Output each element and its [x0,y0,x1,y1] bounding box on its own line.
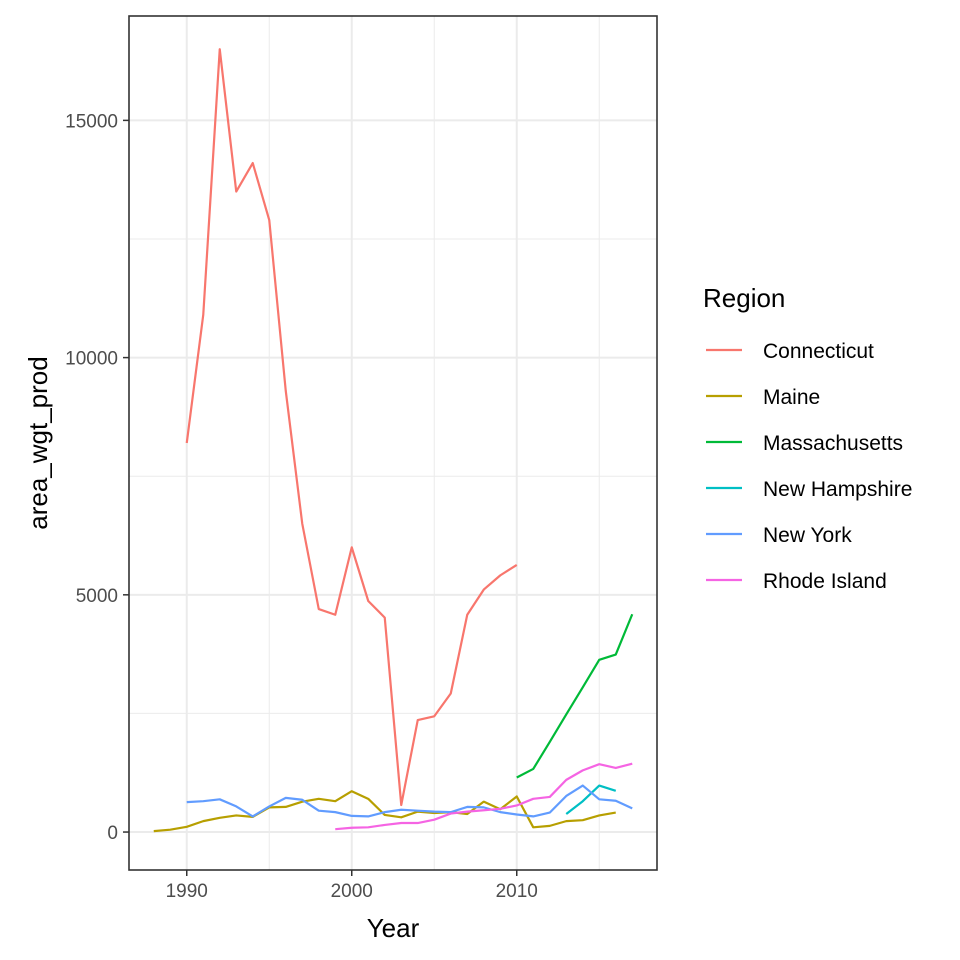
series-line-massachusetts [516,613,634,779]
legend-label-massachusetts: Massachusetts [763,432,903,455]
legend-label-new-hampshire: New Hampshire [763,478,912,501]
plot-border [128,15,658,871]
y-tick-label: 0 [107,823,118,844]
x-tick-label: 2000 [331,881,373,902]
legend-label-connecticut: Connecticut [763,340,874,363]
legend-title: Region [703,283,785,313]
panel-background [129,16,657,870]
y-tick-label: 5000 [76,586,118,607]
x-tick-label: 2010 [496,881,538,902]
tick-labels: 1990 2000 2010 0 5000 10000 15000 [65,111,538,902]
gridlines [129,16,657,870]
panel-border [128,15,658,871]
series-line-maine [153,790,616,833]
axis-ticks [123,119,518,876]
x-axis-title: Year [367,913,420,943]
legend-label-new-york: New York [763,524,852,547]
series-line-rhode-island [335,762,633,831]
legend-label-maine: Maine [763,386,820,409]
x-tick-label: 1990 [166,881,208,902]
legend-label-rhode-island: Rhode Island [763,570,887,593]
y-tick-label: 15000 [65,111,118,132]
series-lines [153,48,634,833]
y-axis-title: area_wgt_prod [23,356,53,529]
plot-panel [129,16,657,870]
series-line-new-york [186,784,633,818]
series-line-connecticut [185,48,518,807]
legend: Region Connecticut Maine Massachusetts New … [703,283,912,593]
y-tick-label: 10000 [65,349,118,370]
